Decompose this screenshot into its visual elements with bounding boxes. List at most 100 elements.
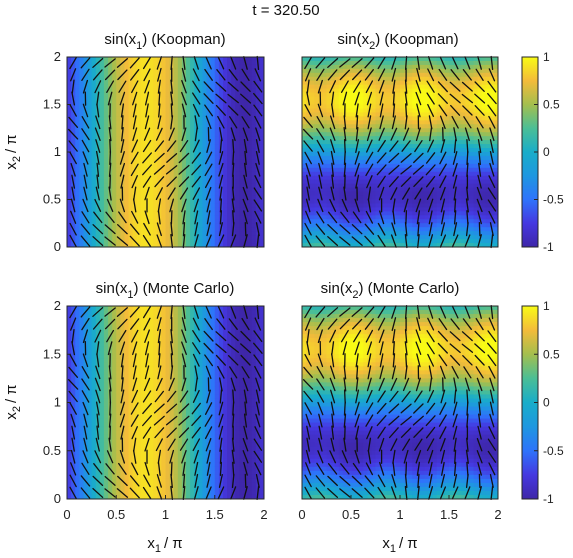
quiver-arrow: [253, 187, 263, 200]
heatmap-cell: [144, 64, 150, 70]
quiver-arrow: [354, 162, 360, 177]
heatmap-cell: [177, 68, 183, 74]
heatmap-cell: [95, 243, 101, 248]
heatmap-cell: [173, 191, 179, 197]
heatmap-cell: [375, 183, 381, 189]
heatmap-cell: [202, 219, 208, 224]
heatmap-cell: [103, 84, 109, 90]
heatmap-cell: [330, 104, 336, 109]
quiver-arrow: [240, 81, 251, 92]
heatmap-cell: [412, 68, 417, 74]
heatmap-cell: [400, 144, 405, 149]
heatmap-cell: [112, 223, 117, 228]
heatmap-cell: [330, 76, 336, 82]
heatmap-cell: [259, 187, 265, 193]
quiver-arrow: [355, 139, 360, 154]
heatmap-cell: [99, 140, 105, 145]
heatmap-cell: [444, 203, 450, 208]
heatmap-cell: [457, 179, 462, 185]
heatmap-cell: [485, 219, 491, 224]
heatmap-cell: [473, 108, 479, 113]
heatmap-cell: [359, 199, 364, 204]
quiver-arrow: [253, 92, 263, 105]
heatmap-cell: [67, 195, 72, 200]
heatmap-cell: [128, 239, 134, 244]
heatmap-cell: [116, 57, 121, 62]
quiver-arrow: [181, 79, 187, 94]
heatmap-cell: [412, 191, 417, 197]
quiver-arrow: [364, 223, 375, 235]
heatmap-cell: [165, 223, 171, 228]
heatmap-cell: [247, 132, 253, 137]
heatmap-cell: [259, 167, 265, 173]
heatmap-cell: [477, 235, 483, 240]
quiver-arrow: [169, 198, 175, 213]
heatmap-cell: [239, 76, 244, 82]
heatmap-cell: [222, 179, 228, 185]
heatmap-cell: [186, 203, 191, 208]
heatmap-cell: [202, 175, 208, 181]
heatmap-cell: [251, 191, 257, 197]
heatmap-cell: [149, 100, 154, 105]
heatmap-cell: [214, 243, 220, 248]
heatmap-cell: [71, 140, 76, 145]
heatmap-cell: [436, 96, 442, 102]
heatmap-cell: [375, 84, 381, 90]
heatmap-cell: [112, 207, 117, 212]
heatmap-cell: [408, 80, 413, 86]
quiver-arrow: [133, 186, 137, 201]
heatmap-cell: [247, 163, 253, 169]
heatmap-cell: [120, 171, 125, 177]
heatmap-cell: [87, 140, 93, 145]
heatmap-cell: [186, 148, 191, 153]
heatmap-cell: [214, 120, 220, 125]
heatmap-cell: [218, 183, 224, 189]
heatmap-cell: [79, 175, 84, 181]
heatmap-cell: [440, 88, 446, 94]
heatmap-cell: [363, 84, 368, 90]
heatmap-cell: [469, 183, 474, 189]
heatmap-cell: [363, 136, 368, 141]
heatmap-cell: [99, 64, 105, 70]
heatmap-cell: [140, 179, 146, 185]
heatmap-cell: [99, 76, 105, 82]
heatmap-cell: [363, 96, 368, 102]
heatmap-cell: [259, 231, 265, 236]
heatmap-cell: [235, 57, 240, 62]
heatmap-cell: [314, 211, 319, 216]
heatmap-cell: [87, 215, 93, 220]
heatmap-cell: [194, 207, 199, 212]
heatmap-cell: [144, 152, 150, 157]
heatmap-cell: [302, 183, 307, 189]
heatmap-cell: [198, 207, 203, 212]
heatmap-cell: [346, 235, 352, 240]
heatmap-cell: [79, 72, 84, 78]
heatmap-cell: [210, 231, 216, 236]
heatmap-cell: [247, 243, 253, 248]
heatmap-cell: [222, 80, 228, 86]
quiver-arrow: [69, 222, 77, 236]
heatmap-cell: [310, 159, 315, 165]
heatmap-cell: [420, 219, 425, 224]
heatmap-cell: [91, 116, 97, 121]
heatmap-cell: [359, 88, 364, 94]
heatmap-cell: [91, 207, 97, 212]
heatmap-cell: [157, 148, 162, 153]
heatmap-cell: [149, 175, 154, 181]
heatmap-cell: [153, 223, 158, 228]
heatmap-cell: [255, 243, 261, 248]
quiver-arrow: [121, 127, 124, 142]
heatmap-cell: [161, 219, 166, 224]
heatmap-cell: [181, 100, 187, 105]
heatmap-cell: [83, 76, 89, 82]
heatmap-cell: [67, 199, 72, 204]
quiver-arrow: [96, 103, 100, 118]
heatmap-cell: [83, 223, 89, 228]
heatmap-cell: [136, 100, 142, 105]
heatmap-cell: [136, 227, 142, 232]
heatmap-cell: [489, 163, 495, 169]
heatmap-cell: [408, 92, 413, 98]
heatmap-cell: [371, 80, 376, 86]
heatmap-cell: [404, 187, 409, 193]
heatmap-cell: [71, 124, 76, 129]
